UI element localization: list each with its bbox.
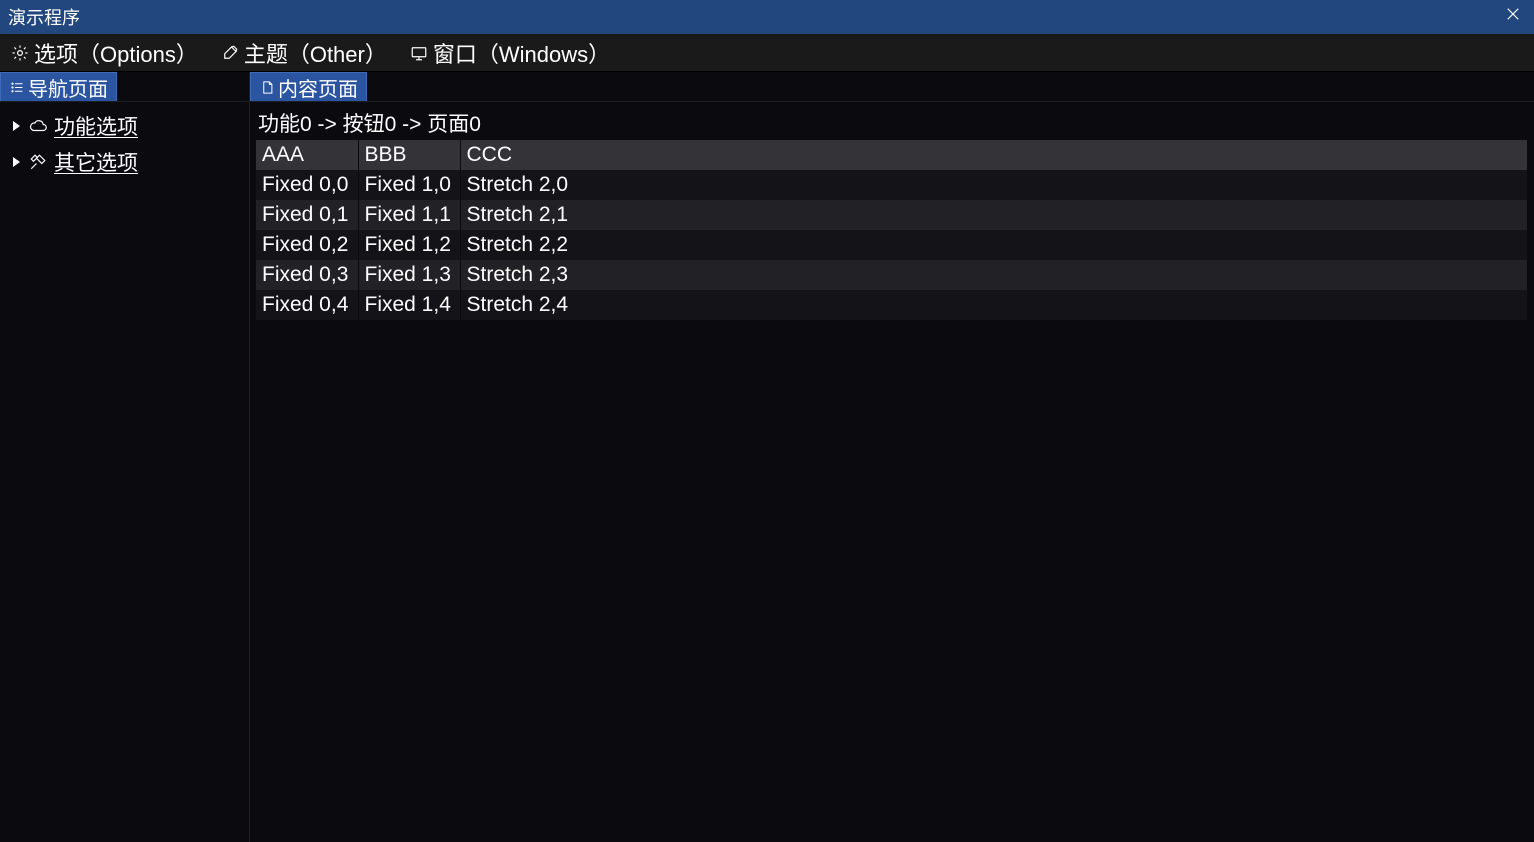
table-row[interactable]: Fixed 0,0 Fixed 1,0 Stretch 2,0 [256,170,1528,200]
cell: Fixed 0,4 [256,290,358,320]
col-header-b[interactable]: BBB [358,140,460,170]
brush-icon [220,43,240,63]
sidebar: 导航页面 功能选项 其它选项 [0,72,250,842]
tools-icon [28,153,48,171]
table-header-row: AAA BBB CCC [256,140,1528,170]
list-icon [9,79,25,95]
sidebar-tab-label: 导航页面 [28,73,108,102]
content-pane: 内容页面 功能0 -> 按钮0 -> 页面0 AAA BBB CCC Fixed… [250,72,1534,842]
note-icon [259,79,275,95]
menu-windows[interactable]: 窗口（Windows） [409,37,610,69]
tree-item-label: 其它选项 [54,147,138,177]
table-body: Fixed 0,0 Fixed 1,0 Stretch 2,0 Fixed 0,… [256,170,1528,320]
main-area: 导航页面 功能选项 其它选项 [0,72,1534,842]
monitor-icon [409,43,429,63]
nav-tree: 功能选项 其它选项 [0,102,249,186]
cell: Fixed 0,1 [256,200,358,230]
table-row[interactable]: Fixed 0,3 Fixed 1,3 Stretch 2,3 [256,260,1528,290]
content-tabstrip: 内容页面 [250,72,1534,102]
cell: Fixed 1,0 [358,170,460,200]
tree-item-other[interactable]: 其它选项 [4,144,245,180]
caret-right-icon [10,156,22,168]
cell: Fixed 1,4 [358,290,460,320]
cell: Fixed 1,3 [358,260,460,290]
cell: Stretch 2,1 [460,200,1528,230]
window-title: 演示程序 [8,4,80,30]
breadcrumb: 功能0 -> 按钮0 -> 页面0 [250,102,1534,140]
cell: Stretch 2,0 [460,170,1528,200]
col-header-c[interactable]: CCC [460,140,1528,170]
menu-windows-label: 窗口（Windows） [433,37,610,69]
titlebar: 演示程序 [0,0,1534,34]
table-container: AAA BBB CCC Fixed 0,0 Fixed 1,0 Stretch … [250,140,1534,320]
close-icon [1504,5,1522,29]
content-tab-label: 内容页面 [278,73,358,102]
cell: Stretch 2,2 [460,230,1528,260]
gear-icon [10,43,30,63]
table-row[interactable]: Fixed 0,1 Fixed 1,1 Stretch 2,1 [256,200,1528,230]
data-table: AAA BBB CCC Fixed 0,0 Fixed 1,0 Stretch … [256,140,1528,320]
cell: Fixed 1,1 [358,200,460,230]
cell: Fixed 1,2 [358,230,460,260]
cell: Fixed 0,2 [256,230,358,260]
cloud-icon [28,117,48,135]
content-tab-main[interactable]: 内容页面 [250,72,367,101]
titlebar-left: 演示程序 [6,4,80,30]
sidebar-tabstrip: 导航页面 [0,72,249,102]
caret-right-icon [10,120,22,132]
cell: Fixed 0,0 [256,170,358,200]
menu-theme-label: 主题（Other） [244,37,387,69]
menu-options[interactable]: 选项（Options） [10,37,198,69]
close-button[interactable] [1498,4,1528,30]
menu-options-label: 选项（Options） [34,37,198,69]
table-row[interactable]: Fixed 0,4 Fixed 1,4 Stretch 2,4 [256,290,1528,320]
tree-item-functions[interactable]: 功能选项 [4,108,245,144]
sidebar-tab-nav[interactable]: 导航页面 [0,72,117,101]
menu-theme[interactable]: 主题（Other） [220,37,387,69]
cell: Stretch 2,4 [460,290,1528,320]
tree-item-label: 功能选项 [54,111,138,141]
menubar: 选项（Options） 主题（Other） 窗口（Windows） [0,34,1534,72]
cell: Stretch 2,3 [460,260,1528,290]
cell: Fixed 0,3 [256,260,358,290]
table-row[interactable]: Fixed 0,2 Fixed 1,2 Stretch 2,2 [256,230,1528,260]
col-header-a[interactable]: AAA [256,140,358,170]
